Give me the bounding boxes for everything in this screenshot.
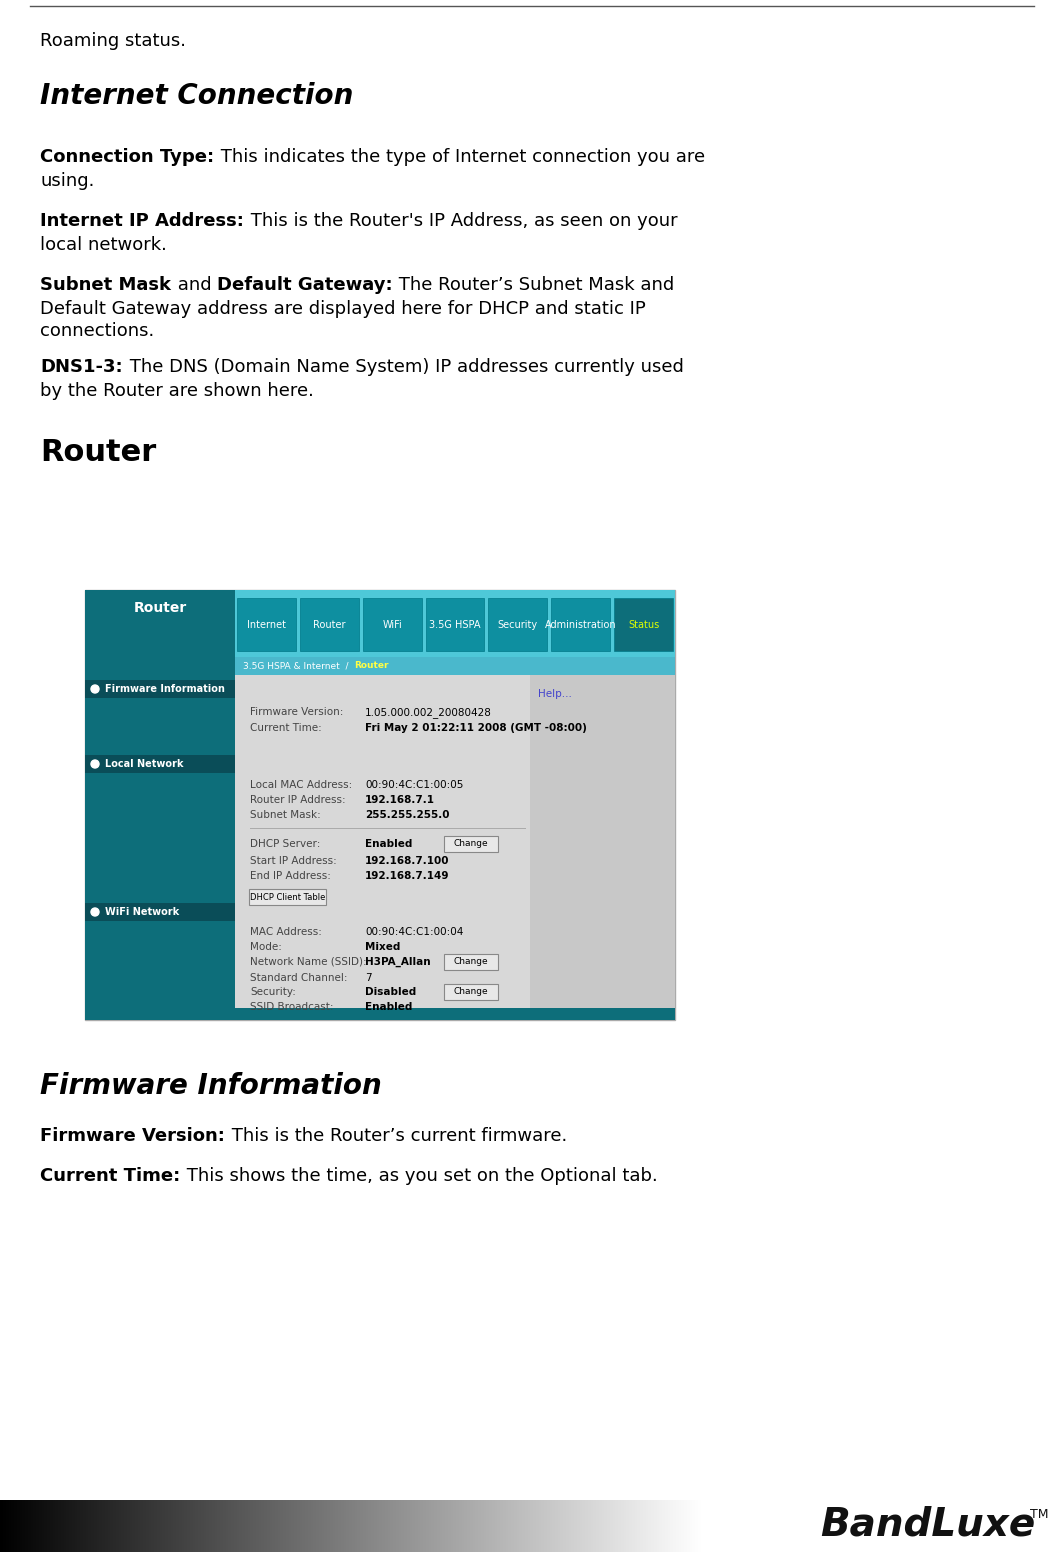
Text: This indicates the type of Internet connection you are: This indicates the type of Internet conn… — [215, 147, 705, 166]
Text: Help...: Help... — [538, 689, 571, 698]
Circle shape — [92, 684, 99, 694]
Text: This is the Router’s current firmware.: This is the Router’s current firmware. — [226, 1127, 567, 1145]
FancyBboxPatch shape — [614, 598, 674, 650]
Text: local network.: local network. — [40, 236, 167, 255]
Text: Firmware Information: Firmware Information — [40, 1072, 382, 1100]
Text: Current Time:: Current Time: — [40, 1167, 180, 1186]
Text: 255.255.255.0: 255.255.255.0 — [365, 810, 449, 819]
Text: 1.05.000.002_20080428: 1.05.000.002_20080428 — [365, 708, 492, 719]
Bar — [235, 656, 675, 675]
Text: Disabled: Disabled — [365, 987, 416, 996]
Text: 00:90:4C:C1:00:04: 00:90:4C:C1:00:04 — [365, 927, 464, 937]
Text: Subnet Mask: Subnet Mask — [40, 276, 171, 293]
Text: The Router’s Subnet Mask and: The Router’s Subnet Mask and — [393, 276, 675, 293]
Text: Change: Change — [453, 987, 488, 996]
Text: Router: Router — [40, 438, 156, 467]
Bar — [85, 590, 235, 627]
Text: Local Network: Local Network — [105, 759, 183, 768]
Text: and: and — [172, 276, 217, 293]
FancyBboxPatch shape — [444, 954, 498, 970]
Text: WiFi: WiFi — [382, 619, 402, 630]
Text: Enabled: Enabled — [365, 840, 413, 849]
Text: Mixed: Mixed — [365, 942, 400, 951]
Text: Administration: Administration — [545, 619, 616, 630]
FancyBboxPatch shape — [249, 889, 326, 905]
Text: Roaming status.: Roaming status. — [40, 33, 186, 50]
Text: Router: Router — [313, 619, 346, 630]
Text: Start IP Address:: Start IP Address: — [250, 857, 336, 866]
Text: BandLuxe: BandLuxe — [820, 1505, 1035, 1543]
Text: Enabled: Enabled — [365, 1003, 413, 1012]
Text: 3.5G HSPA & Internet  /: 3.5G HSPA & Internet / — [243, 661, 354, 670]
Circle shape — [92, 908, 99, 916]
Text: Router: Router — [354, 661, 388, 670]
Text: connections.: connections. — [40, 321, 154, 340]
Text: Change: Change — [453, 958, 488, 967]
Text: Change: Change — [453, 840, 488, 849]
Text: by the Router are shown here.: by the Router are shown here. — [40, 382, 314, 400]
Text: 3.5G HSPA: 3.5G HSPA — [429, 619, 481, 630]
Text: Standard Channel:: Standard Channel: — [250, 973, 348, 982]
Text: Firmware Version:: Firmware Version: — [40, 1127, 225, 1145]
Text: Firmware Version:: Firmware Version: — [250, 708, 344, 717]
Bar — [85, 680, 235, 698]
Text: 192.168.7.100: 192.168.7.100 — [365, 857, 449, 866]
Text: Status: Status — [628, 619, 660, 630]
FancyBboxPatch shape — [444, 837, 498, 852]
Circle shape — [92, 760, 99, 768]
Text: 47: 47 — [40, 1502, 63, 1519]
Text: Default Gateway:: Default Gateway: — [217, 276, 393, 293]
Text: 3.5G HSPA & Internet  /: 3.5G HSPA & Internet / — [243, 661, 354, 670]
FancyBboxPatch shape — [237, 598, 296, 650]
Text: Local MAC Address:: Local MAC Address: — [250, 781, 352, 790]
Bar — [85, 754, 235, 773]
Text: Current Time:: Current Time: — [250, 723, 321, 733]
Bar — [85, 903, 235, 920]
Text: H3PA_Allan: H3PA_Allan — [365, 958, 431, 967]
Text: WiFi Network: WiFi Network — [105, 906, 179, 917]
Text: 192.168.7.1: 192.168.7.1 — [365, 795, 435, 805]
FancyBboxPatch shape — [551, 598, 610, 650]
Text: Internet IP Address:: Internet IP Address: — [40, 213, 244, 230]
Text: The DNS (Domain Name System) IP addresses currently used: The DNS (Domain Name System) IP addresse… — [123, 359, 683, 376]
Text: 192.168.7.149: 192.168.7.149 — [365, 871, 449, 882]
FancyBboxPatch shape — [300, 598, 359, 650]
Bar — [235, 675, 675, 1020]
Text: Network Name (SSID):: Network Name (SSID): — [250, 958, 367, 967]
Text: Router IP Address:: Router IP Address: — [250, 795, 346, 805]
Text: using.: using. — [40, 172, 95, 189]
Text: Firmware Information: Firmware Information — [105, 684, 225, 694]
Text: This is the Router's IP Address, as seen on your: This is the Router's IP Address, as seen… — [245, 213, 678, 230]
Text: Fri May 2 01:22:11 2008 (GMT -08:00): Fri May 2 01:22:11 2008 (GMT -08:00) — [365, 723, 587, 733]
Text: Router: Router — [133, 602, 186, 616]
Bar — [85, 590, 235, 1020]
Bar — [85, 1007, 675, 1020]
FancyBboxPatch shape — [444, 984, 498, 999]
Text: Internet: Internet — [247, 619, 286, 630]
Text: 7: 7 — [365, 973, 371, 982]
Text: Subnet Mask:: Subnet Mask: — [250, 810, 320, 819]
Bar — [235, 590, 675, 656]
Text: DHCP Client Table: DHCP Client Table — [250, 892, 326, 902]
Text: Mode:: Mode: — [250, 942, 282, 951]
Text: Security:: Security: — [250, 987, 296, 996]
Bar — [85, 590, 675, 1020]
Text: This shows the time, as you set on the Optional tab.: This shows the time, as you set on the O… — [181, 1167, 658, 1186]
FancyBboxPatch shape — [426, 598, 484, 650]
Text: End IP Address:: End IP Address: — [250, 871, 331, 882]
Text: DHCP Server:: DHCP Server: — [250, 840, 320, 849]
Text: Default Gateway address are displayed here for DHCP and static IP: Default Gateway address are displayed he… — [40, 300, 646, 318]
Text: Internet Connection: Internet Connection — [40, 82, 353, 110]
Text: Connection Type:: Connection Type: — [40, 147, 214, 166]
Bar — [530, 675, 675, 1020]
Text: SSID Broadcast:: SSID Broadcast: — [250, 1003, 333, 1012]
Text: TM: TM — [1030, 1507, 1048, 1521]
Text: MAC Address:: MAC Address: — [250, 927, 322, 937]
FancyBboxPatch shape — [363, 598, 421, 650]
FancyBboxPatch shape — [488, 598, 547, 650]
Text: 00:90:4C:C1:00:05: 00:90:4C:C1:00:05 — [365, 781, 464, 790]
Text: DNS1-3:: DNS1-3: — [40, 359, 122, 376]
Text: Security: Security — [498, 619, 538, 630]
